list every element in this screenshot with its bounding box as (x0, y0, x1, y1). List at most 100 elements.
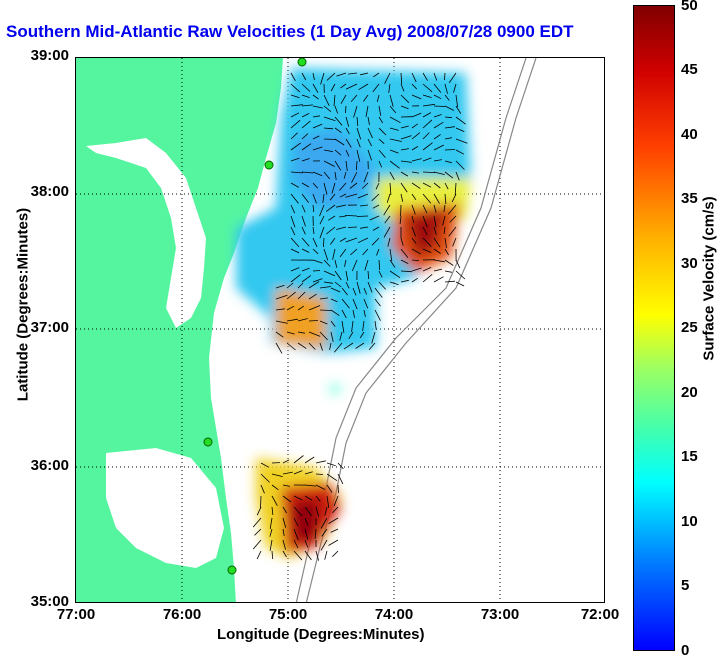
x-tick: 74:00 (374, 606, 414, 623)
colorbar-tick: 35 (681, 190, 698, 207)
velocity-arrow (378, 270, 383, 278)
velocity-arrow (363, 298, 369, 309)
velocity-arrow (312, 72, 315, 80)
velocity-arrow (312, 193, 317, 204)
velocity-arrow (323, 149, 333, 152)
velocity-arrow (368, 342, 376, 351)
x-tick: 73:00 (480, 606, 520, 623)
velocity-arrow (367, 138, 372, 147)
velocity-arrow (304, 550, 312, 561)
velocity-arrow (400, 171, 409, 177)
velocity-arrow (301, 120, 311, 129)
velocity-arrow (286, 331, 295, 335)
y-tick: 35:00 (30, 593, 69, 610)
velocity-arrow (304, 539, 309, 548)
velocity-arrow (308, 293, 317, 300)
velocity-arrow (351, 259, 358, 272)
velocity-arrow (444, 237, 447, 248)
velocity-arrow (411, 237, 417, 244)
velocity-arrow (411, 226, 416, 237)
velocity-arrow (345, 149, 350, 157)
velocity-arrow (304, 484, 316, 487)
velocity-arrow (389, 94, 394, 107)
velocity-arrow (378, 138, 385, 144)
velocity-arrow (340, 83, 347, 89)
velocity-arrow (433, 226, 437, 235)
velocity-arrow (312, 259, 323, 264)
x-tick: 72:00 (580, 606, 620, 623)
map-svg (76, 58, 604, 602)
velocity-arrow (371, 193, 380, 202)
velocity-arrow (433, 248, 441, 254)
velocity-arrow (321, 528, 328, 537)
velocity-arrow (376, 94, 380, 102)
velocity-arrow (344, 215, 358, 217)
velocity-arrow (282, 484, 290, 487)
velocity-arrow (376, 248, 380, 256)
colorbar-tick: 50 (681, 0, 698, 14)
velocity-arrow (356, 127, 362, 140)
velocity-arrow (286, 342, 296, 351)
velocity-arrow (422, 142, 433, 151)
velocity-arrow (334, 105, 339, 114)
velocity-arrow (290, 274, 301, 283)
velocity-arrow (444, 280, 456, 283)
velocity-arrow (378, 116, 384, 124)
bay (86, 138, 206, 328)
velocity-arrow (329, 342, 332, 350)
velocity-arrow (387, 237, 391, 247)
velocity-arrow (411, 267, 422, 272)
velocity-arrow (312, 278, 323, 283)
velocity-arrow (448, 72, 457, 84)
velocity-arrow (293, 470, 303, 475)
velocity-arrow (374, 298, 381, 307)
velocity-arrow (301, 267, 310, 272)
velocity-arrow (332, 248, 336, 260)
velocity-arrow (422, 193, 432, 204)
velocity-arrow (400, 72, 403, 85)
velocity-arrow (447, 204, 457, 215)
velocity-arrow (312, 237, 318, 248)
velocity-arrow (282, 550, 287, 558)
velocity-arrow (297, 291, 306, 300)
velocity-arrow (341, 287, 348, 296)
velocity-arrow (372, 72, 380, 78)
velocity-arrow (271, 484, 279, 491)
velocity-arrow (297, 331, 305, 334)
velocity-arrow (320, 539, 328, 551)
velocity-arrow (341, 298, 350, 309)
velocity-arrow (433, 72, 438, 81)
velocity-arrow (389, 127, 399, 131)
velocity-arrow (411, 132, 421, 140)
colorbar-tick: 10 (681, 513, 698, 530)
colorbar (633, 5, 675, 651)
velocity-arrow (337, 473, 344, 485)
velocity-arrow (356, 116, 359, 127)
velocity-arrow (422, 157, 432, 162)
velocity-arrow (433, 276, 444, 283)
colorbar-tick: 45 (681, 61, 698, 78)
velocity-arrow (297, 282, 304, 289)
velocity-arrow (345, 270, 349, 281)
velocity-arrow (374, 287, 383, 298)
velocity-arrow (345, 105, 347, 114)
velocity-arrow (330, 83, 336, 92)
velocity-arrow (319, 309, 332, 311)
velocity-arrow (433, 134, 441, 140)
velocity-arrow (304, 495, 313, 501)
velocity-arrow (326, 473, 338, 482)
velocity-arrow (290, 157, 300, 162)
velocity-arrow (433, 268, 442, 272)
velocity-arrow (422, 94, 432, 98)
velocity-arrow (345, 281, 350, 289)
velocity-arrow (433, 105, 446, 107)
velocity-arrow (330, 237, 336, 245)
velocity-arrow (329, 193, 336, 201)
velocity-arrow (275, 320, 288, 324)
velocity-arrow (433, 121, 444, 129)
velocity-arrow (367, 149, 372, 161)
velocity-arrow (301, 248, 310, 253)
velocity-arrow (345, 83, 358, 90)
velocity-arrow (360, 72, 369, 76)
velocity-arrow (422, 83, 433, 93)
